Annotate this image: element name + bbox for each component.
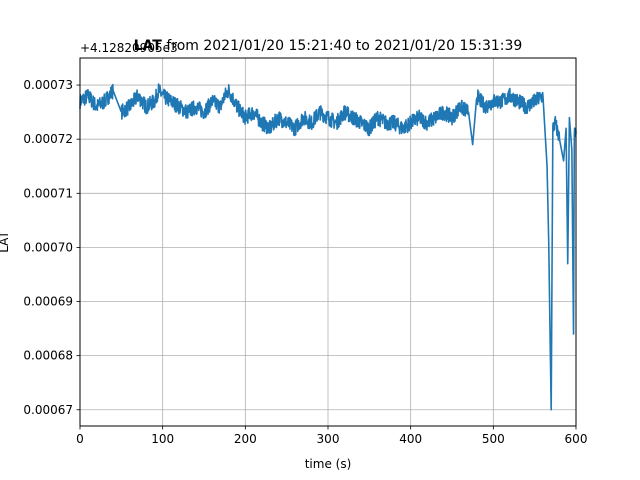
x-tick-label: 500	[482, 432, 505, 446]
y-tick-label: 0.00071	[23, 186, 73, 200]
chart-title: LAT from 2021/01/20 15:21:40 to 2021/01/…	[134, 38, 523, 54]
x-tick-label: 100	[151, 432, 174, 446]
y-axis-label: LAT	[0, 231, 11, 253]
x-tick-label: 0	[76, 432, 84, 446]
y-tick-label: 0.00072	[23, 132, 73, 146]
y-tick-label: 0.00067	[23, 403, 73, 417]
x-axis: 0 100 200 300 400 500 600	[76, 426, 587, 446]
x-tick-label: 400	[399, 432, 422, 446]
x-tick-label: 300	[317, 432, 340, 446]
x-tick-label: 200	[234, 432, 257, 446]
chart-title-bold: LAT	[134, 38, 163, 54]
y-axis: 0.00067 0.00068 0.00069 0.00070 0.00071 0.000…	[23, 78, 80, 417]
y-tick-label: 0.00069	[23, 295, 73, 309]
series-layer	[79, 83, 577, 411]
chart-title-rest: from 2021/01/20 15:21:40 to 2021/01/20 1…	[166, 38, 522, 54]
y-tick-label: 0.00070	[23, 240, 73, 254]
lat-series-line	[79, 83, 577, 411]
y-tick-label: 0.00068	[23, 349, 73, 363]
x-axis-label: time (s)	[305, 457, 352, 471]
axis-offset-text: +4.12820905e3	[80, 41, 178, 55]
x-tick-label: 600	[565, 432, 588, 446]
y-tick-label: 0.00073	[23, 78, 73, 92]
